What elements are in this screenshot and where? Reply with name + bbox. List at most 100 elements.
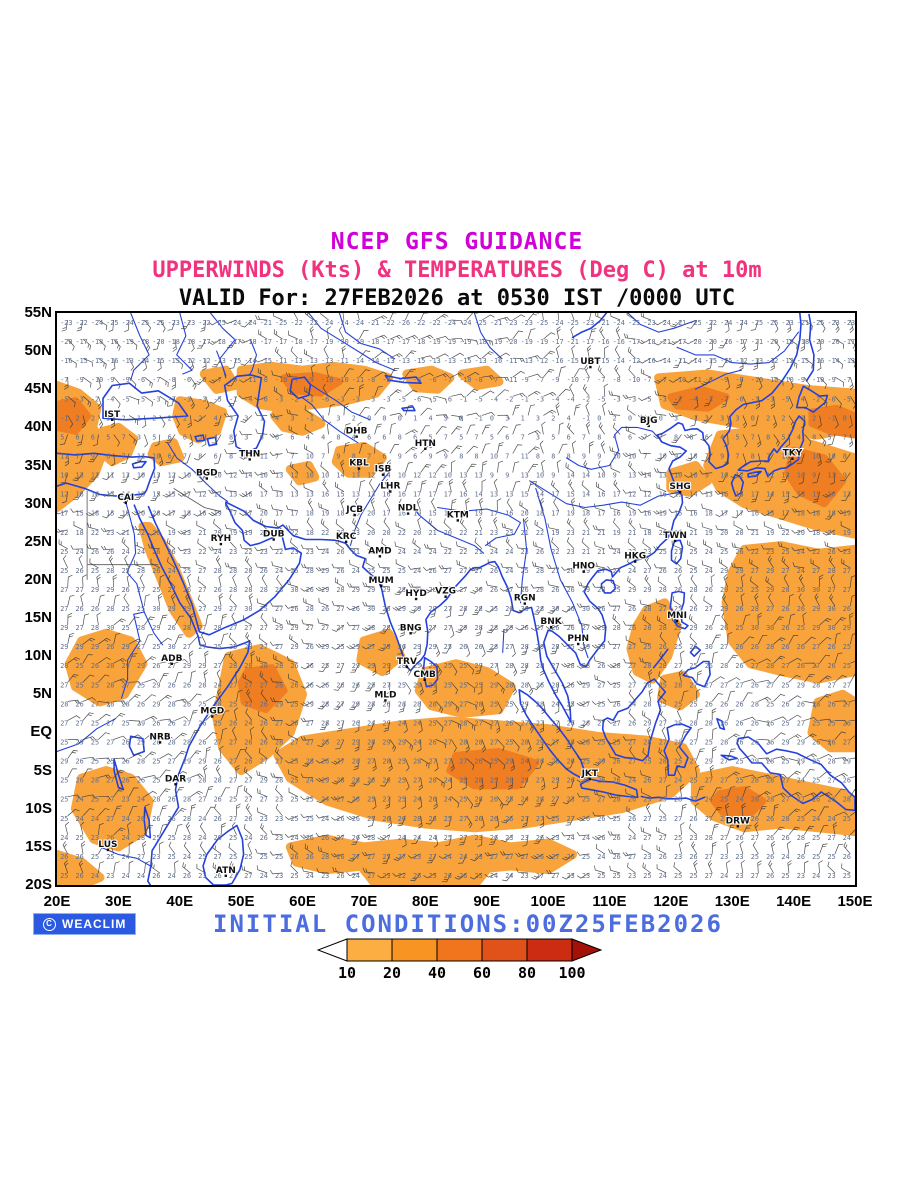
svg-text:27: 27 [336, 758, 344, 766]
svg-text:28: 28 [459, 739, 467, 747]
svg-text:27: 27 [306, 739, 314, 747]
svg-text:28: 28 [551, 643, 559, 651]
svg-text:-5: -5 [214, 395, 222, 403]
svg-text:8: 8 [398, 433, 402, 441]
svg-text:12: 12 [628, 491, 636, 499]
svg-text:28: 28 [613, 624, 621, 632]
svg-text:15: 15 [352, 510, 360, 518]
svg-text:5: 5 [459, 433, 463, 441]
svg-text:6: 6 [214, 453, 218, 461]
svg-text:-12: -12 [735, 357, 747, 365]
svg-text:1: 1 [321, 414, 325, 422]
svg-text:7: 7 [367, 453, 371, 461]
svg-text:25: 25 [152, 834, 160, 842]
svg-text:27: 27 [60, 586, 68, 594]
svg-text:25: 25 [505, 739, 513, 747]
svg-text:17: 17 [751, 491, 759, 499]
svg-text:6: 6 [260, 433, 264, 441]
svg-text:29: 29 [137, 739, 145, 747]
svg-text:25: 25 [812, 853, 820, 861]
svg-text:23: 23 [183, 529, 191, 537]
svg-text:28: 28 [60, 662, 68, 670]
svg-text:9: 9 [91, 453, 95, 461]
svg-text:26: 26 [843, 605, 851, 613]
svg-text:21: 21 [521, 529, 529, 537]
svg-text:-5: -5 [475, 395, 483, 403]
svg-text:26: 26 [781, 700, 789, 708]
svg-text:26: 26 [551, 586, 559, 594]
svg-text:-1: -1 [751, 395, 759, 403]
svg-text:8: 8 [229, 433, 233, 441]
svg-text:29: 29 [536, 739, 544, 747]
svg-text:-13: -13 [91, 357, 103, 365]
svg-text:14: 14 [244, 472, 252, 480]
svg-text:7: 7 [290, 453, 294, 461]
svg-text:26: 26 [214, 796, 222, 804]
svg-text:29: 29 [152, 700, 160, 708]
svg-text:28: 28 [152, 739, 160, 747]
svg-text:27: 27 [751, 834, 759, 842]
svg-text:27: 27 [260, 681, 268, 689]
svg-text:-17: -17 [198, 338, 210, 346]
svg-text:27: 27 [168, 662, 176, 670]
svg-text:21: 21 [475, 548, 483, 556]
svg-text:-3: -3 [352, 395, 360, 403]
svg-text:26: 26 [613, 700, 621, 708]
svg-text:9: 9 [705, 472, 709, 480]
svg-text:29: 29 [781, 739, 789, 747]
svg-text:24: 24 [521, 796, 529, 804]
svg-text:26: 26 [91, 662, 99, 670]
svg-text:27: 27 [106, 796, 114, 804]
svg-text:26: 26 [751, 815, 759, 823]
svg-text:25: 25 [551, 777, 559, 785]
svg-text:24: 24 [843, 834, 851, 842]
svg-text:12: 12 [429, 472, 437, 480]
svg-text:28: 28 [659, 624, 667, 632]
svg-text:18: 18 [306, 510, 314, 518]
svg-text:29: 29 [843, 624, 851, 632]
svg-text:13: 13 [797, 491, 805, 499]
svg-text:-19: -19 [352, 338, 364, 346]
svg-text:-25: -25 [766, 319, 778, 327]
svg-text:26: 26 [628, 624, 636, 632]
svg-text:27: 27 [613, 643, 621, 651]
svg-text:29: 29 [797, 758, 805, 766]
svg-text:28: 28 [214, 700, 222, 708]
svg-text:27: 27 [229, 815, 237, 823]
svg-text:-9: -9 [76, 376, 84, 384]
svg-text:26: 26 [597, 834, 605, 842]
svg-text:26: 26 [582, 815, 590, 823]
svg-text:-18: -18 [137, 338, 149, 346]
svg-text:26: 26 [214, 758, 222, 766]
svg-text:25: 25 [398, 567, 406, 575]
svg-text:26: 26 [152, 872, 160, 880]
svg-text:26: 26 [429, 739, 437, 747]
svg-text:-19: -19 [429, 338, 441, 346]
svg-text:29: 29 [643, 719, 651, 727]
svg-text:-15: -15 [76, 357, 88, 365]
svg-text:10: 10 [720, 472, 728, 480]
svg-text:-4: -4 [106, 395, 114, 403]
svg-text:24: 24 [628, 567, 636, 575]
svg-text:13: 13 [76, 472, 84, 480]
svg-text:18: 18 [812, 529, 820, 537]
svg-text:27: 27 [659, 834, 667, 842]
svg-text:16: 16 [751, 510, 759, 518]
svg-text:29: 29 [689, 624, 697, 632]
svg-text:25: 25 [475, 681, 483, 689]
svg-text:29: 29 [352, 700, 360, 708]
svg-text:29: 29 [168, 605, 176, 613]
svg-text:-11: -11 [275, 357, 287, 365]
svg-text:25: 25 [91, 796, 99, 804]
svg-text:-10: -10 [674, 376, 686, 384]
svg-text:27: 27 [720, 681, 728, 689]
svg-text:19: 19 [628, 510, 636, 518]
svg-text:29: 29 [382, 739, 390, 747]
svg-text:-13: -13 [306, 357, 318, 365]
svg-text:-5: -5 [60, 395, 68, 403]
svg-text:23: 23 [643, 796, 651, 804]
svg-text:29: 29 [275, 624, 283, 632]
svg-text:7: 7 [643, 453, 647, 461]
svg-text:4: 4 [352, 433, 356, 441]
svg-text:29: 29 [290, 624, 298, 632]
